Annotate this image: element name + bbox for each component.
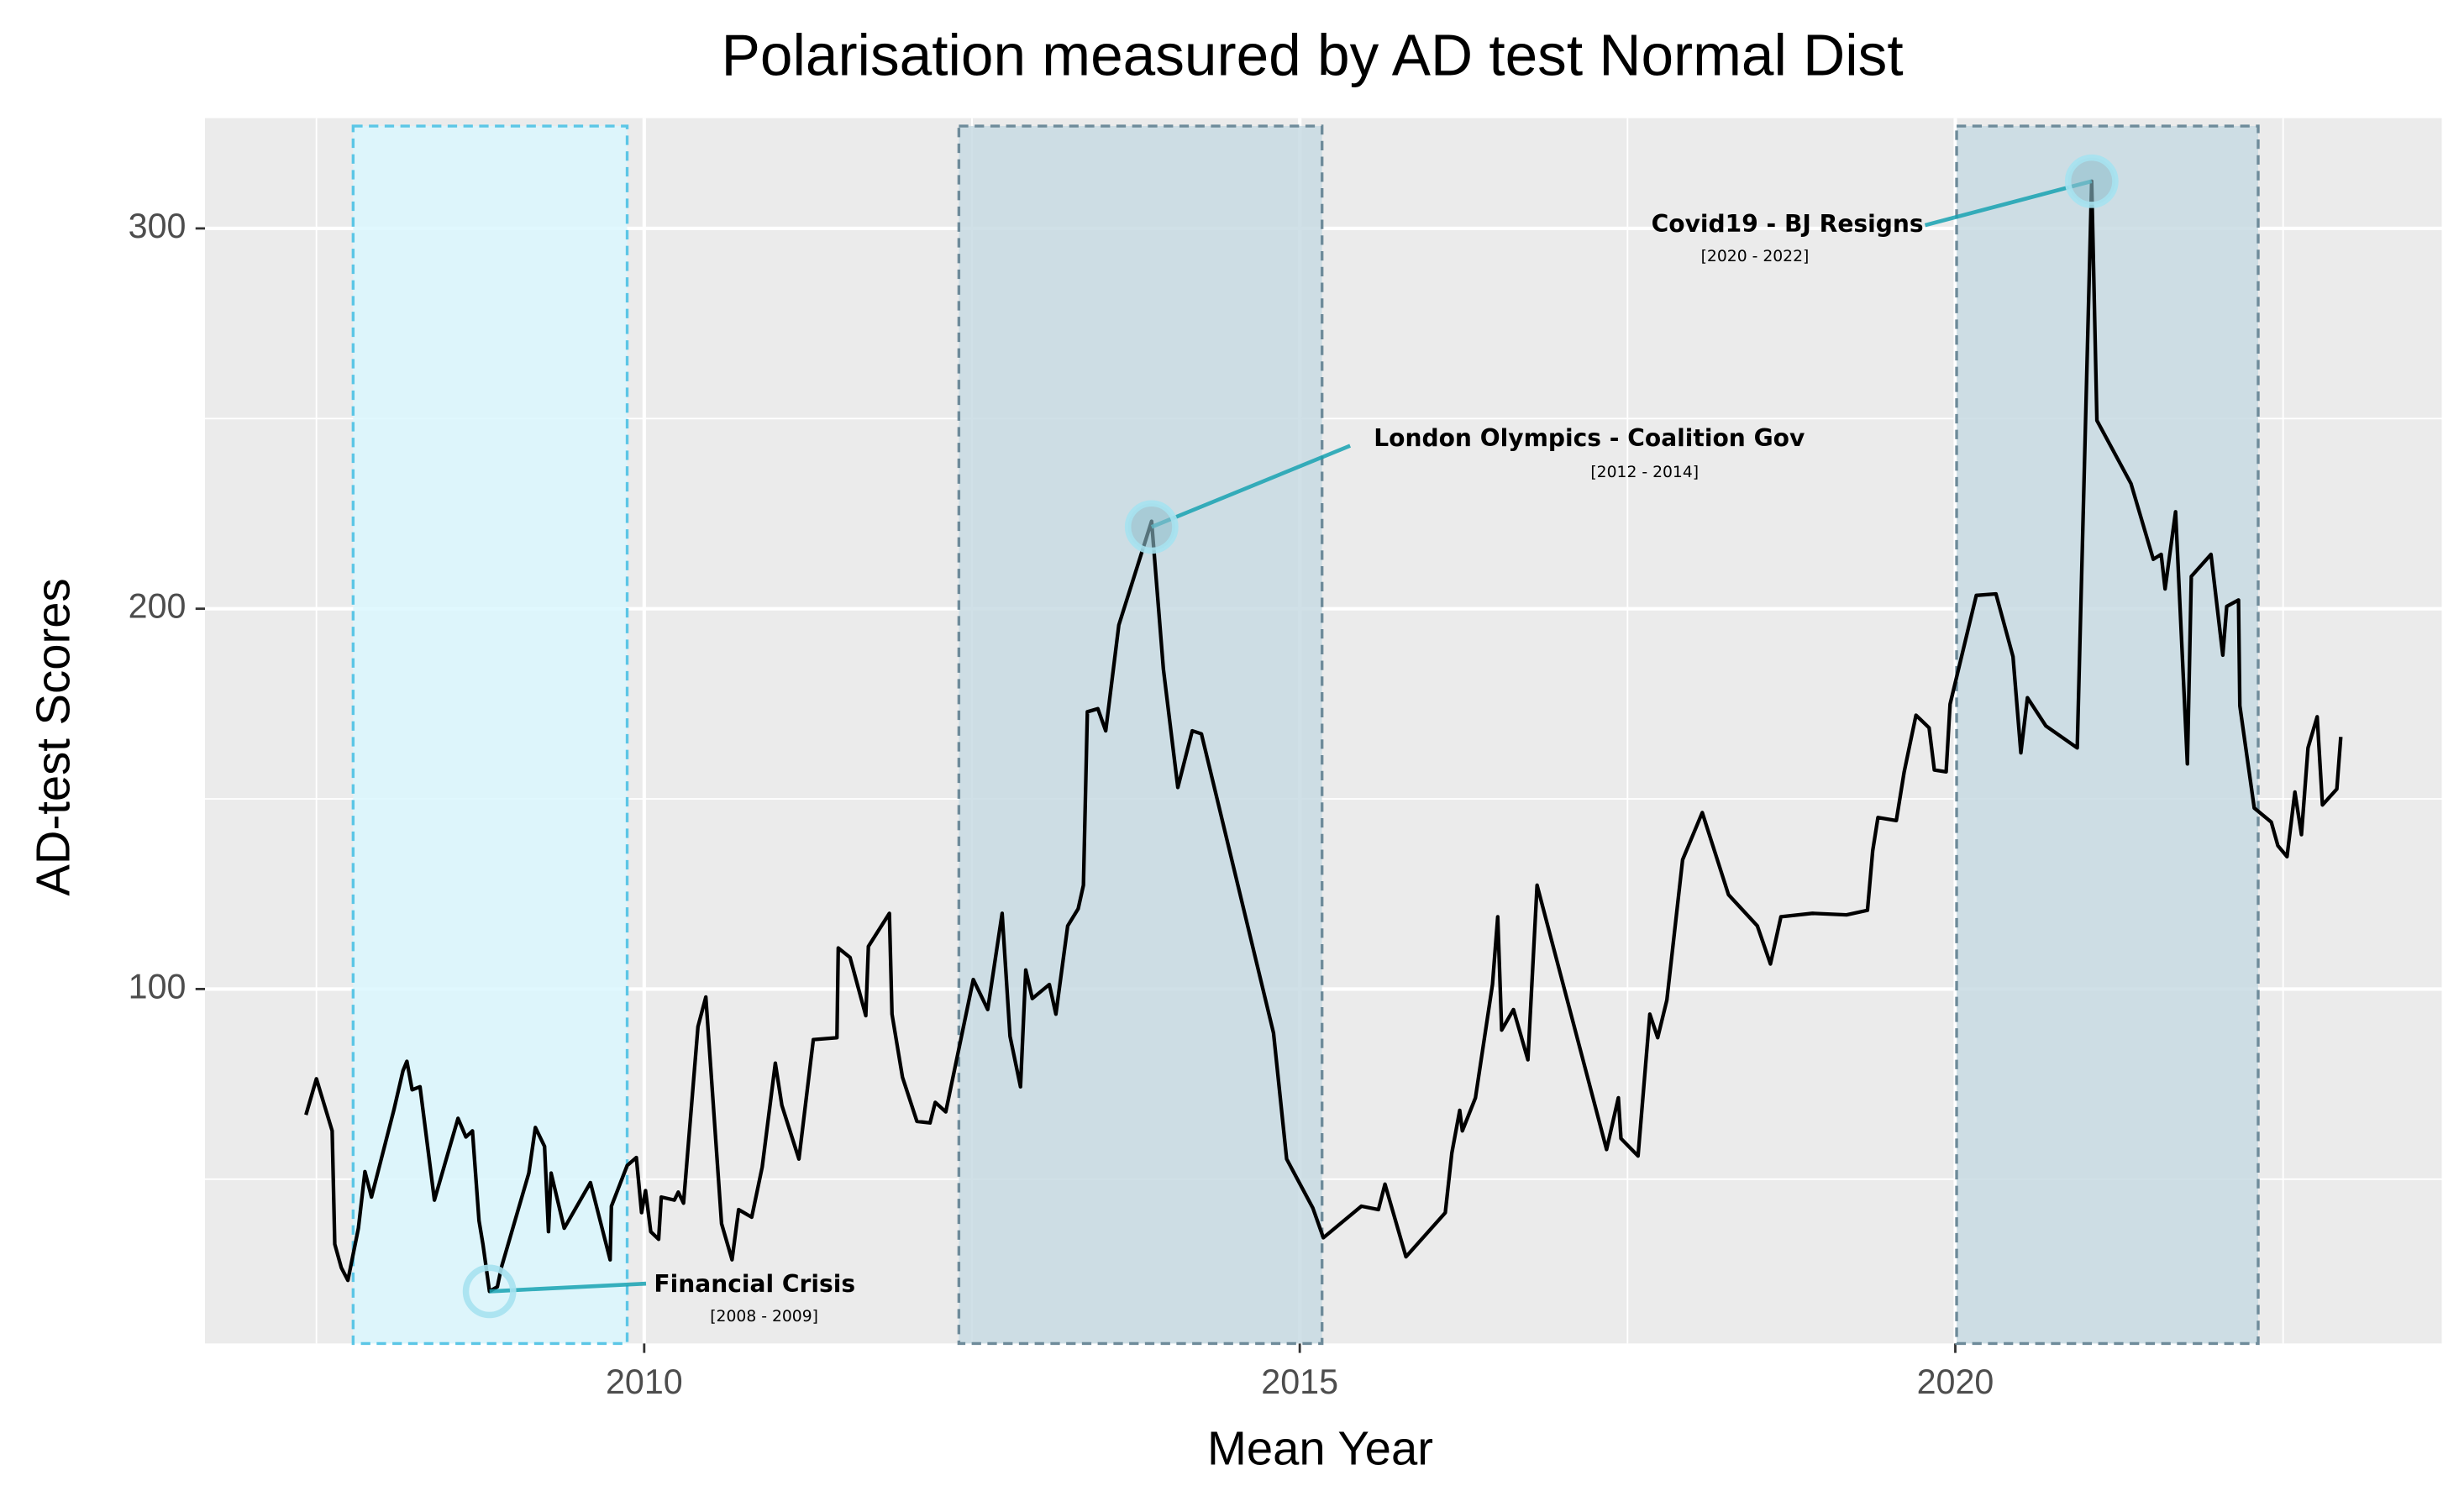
annotation-sublabel: [2020 - 2022] bbox=[1701, 248, 1810, 265]
annotation-label: London Olympics - Coalition Gov bbox=[1374, 424, 1805, 452]
x-tick-label: 2015 bbox=[1261, 1362, 1338, 1401]
chart-title: Polarisation measured by AD test Normal … bbox=[722, 23, 1904, 88]
annotation-label: Covid19 - BJ Resigns bbox=[1652, 210, 1924, 238]
x-tick-label: 2020 bbox=[1917, 1362, 1994, 1401]
x-tick-label: 2010 bbox=[606, 1362, 683, 1401]
x-axis-label: Mean Year bbox=[1207, 1422, 1433, 1475]
highlight-region bbox=[957, 124, 1324, 1346]
annotation-sublabel: [2012 - 2014] bbox=[1590, 464, 1699, 481]
annotation-sublabel: [2008 - 2009] bbox=[710, 1308, 818, 1326]
y-tick-label: 200 bbox=[129, 587, 187, 626]
annotation-connector bbox=[1150, 444, 1352, 529]
annotation-connector bbox=[1924, 179, 2093, 228]
highlight-region bbox=[351, 124, 629, 1346]
annotation-label: Financial Crisis bbox=[654, 1270, 855, 1298]
annotation-marker bbox=[462, 1264, 517, 1319]
y-axis-label: AD-test Scores bbox=[27, 578, 80, 895]
y-tick-label: 300 bbox=[129, 207, 187, 245]
data-line bbox=[304, 179, 2343, 1294]
annotation-marker bbox=[1124, 500, 1179, 554]
annotation-marker bbox=[2064, 154, 2119, 208]
y-tick-label: 100 bbox=[129, 967, 187, 1005]
highlight-region bbox=[1955, 124, 2260, 1346]
